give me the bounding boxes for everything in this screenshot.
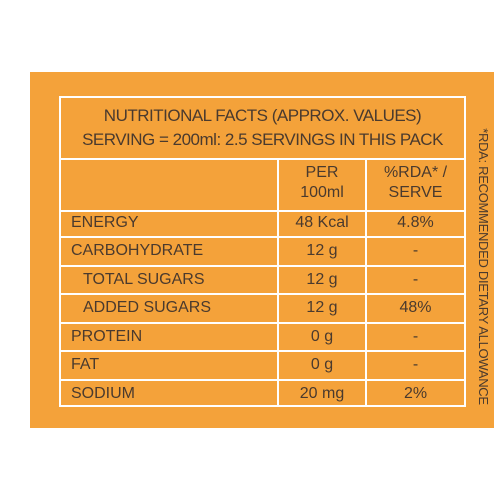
per-100ml-value: 0 g <box>310 327 334 345</box>
rda-value: 4.8% <box>397 214 434 231</box>
per-header-line-2: 100ml <box>300 184 344 201</box>
per-100ml-value: 12 g <box>306 270 338 288</box>
title-line-1: NUTRITIONAL FACTS (APPROX. VALUES) <box>103 106 422 125</box>
per-100ml-value: 0 g <box>310 356 334 374</box>
table-row: TOTAL SUGARS 12 g - <box>61 267 464 296</box>
column-divider <box>277 158 279 405</box>
title-line-2: SERVING = 200ml: 2.5 SERVINGS IN THIS PA… <box>82 130 443 149</box>
nutrient-name: TOTAL SUGARS <box>83 270 205 288</box>
rda-header-line-2: SERVE <box>388 184 443 201</box>
per-100ml-value: 20 mg <box>299 384 345 402</box>
nutrient-name: ENERGY <box>71 214 139 231</box>
rda-header-line-1: %RDA* / <box>383 164 448 181</box>
rda-footnote: *RDA: RECOMMENDED DIETARY ALLOWANCE <box>475 116 491 416</box>
per-100ml-value: 12 g <box>306 242 338 260</box>
nutrition-facts-table: NUTRITIONAL FACTS (APPROX. VALUES) SERVI… <box>59 96 466 407</box>
per-100ml-value: 12 g <box>306 299 338 317</box>
rda-value: 48% <box>399 299 432 317</box>
table-row: FAT 0 g - <box>61 352 464 381</box>
column-divider <box>365 158 367 405</box>
table-title: NUTRITIONAL FACTS (APPROX. VALUES) SERVI… <box>61 98 464 160</box>
rda-value: 2% <box>403 384 428 402</box>
rda-value: - <box>412 242 419 260</box>
table-row: PROTEIN 0 g - <box>61 324 464 353</box>
rda-value: - <box>412 270 419 288</box>
rda-value: - <box>412 356 419 374</box>
rda-header: %RDA* / SERVE <box>367 163 464 203</box>
table-row: SODIUM 20 mg 2% <box>61 381 464 409</box>
rda-footnote-text: *RDA: RECOMMENDED DIETARY ALLOWANCE <box>475 127 491 405</box>
per-header-line-1: PER <box>305 164 339 181</box>
per-100ml-value: 48 Kcal <box>295 214 349 231</box>
nutrient-name: PROTEIN <box>71 327 143 345</box>
nutrient-rows: ENERGY 48 Kcal 4.8% CARBOHYDRATE 12 g - … <box>61 210 464 409</box>
column-header-row: PER 100ml %RDA* / SERVE <box>61 158 464 212</box>
table-row: CARBOHYDRATE 12 g - <box>61 238 464 267</box>
nutrient-name: FAT <box>71 356 100 374</box>
table-row: ADDED SUGARS 12 g 48% <box>61 295 464 324</box>
per-100ml-header: PER 100ml <box>279 163 365 203</box>
rda-value: - <box>412 327 419 345</box>
nutrient-name: SODIUM <box>71 384 135 402</box>
table-row: ENERGY 48 Kcal 4.8% <box>61 210 464 239</box>
nutrient-name: ADDED SUGARS <box>83 299 212 317</box>
nutrition-label-panel: NUTRITIONAL FACTS (APPROX. VALUES) SERVI… <box>30 72 494 428</box>
nutrient-name: CARBOHYDRATE <box>71 242 204 260</box>
